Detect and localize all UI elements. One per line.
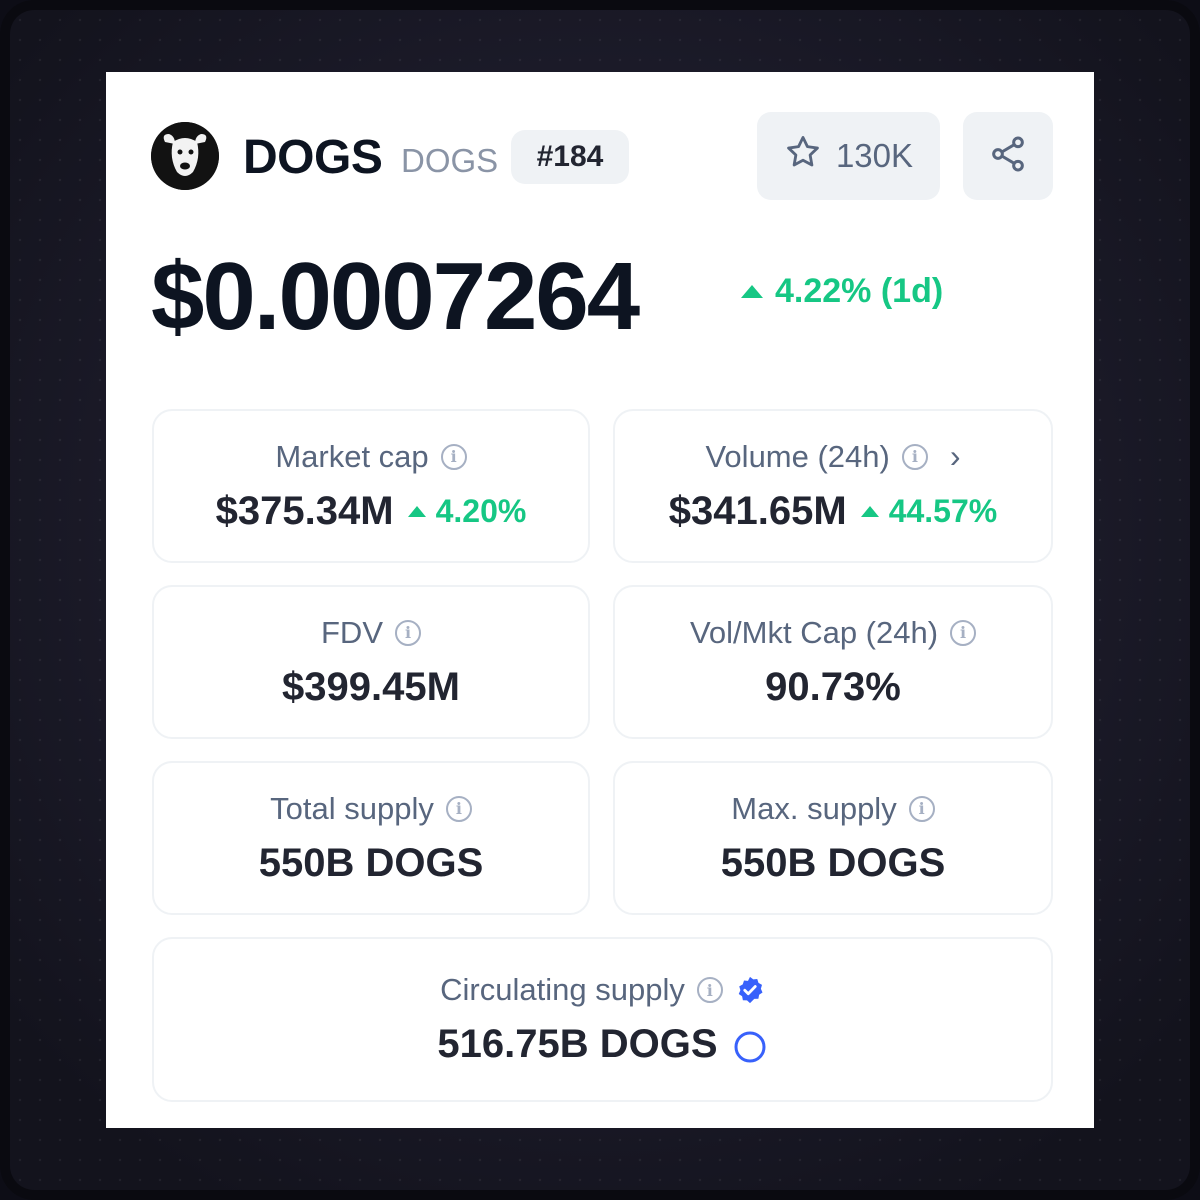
market-cap-label-row: Market cap i: [275, 438, 467, 475]
watchlist-button[interactable]: 130K: [757, 112, 940, 200]
fdv-label-row: FDV i: [321, 615, 421, 651]
vol-mkt-cap-stat: Vol/Mkt Cap (24h) i 90.73%: [613, 585, 1053, 739]
market-cap-value-row: $375.34M 4.20%: [216, 489, 527, 534]
volume-label-row: Volume (24h) i ›: [705, 438, 960, 475]
max-supply-value: 550B DOGS: [720, 840, 946, 885]
rank-badge: #184: [511, 130, 629, 184]
price-row: $0.0007264 4.22% (1d): [151, 242, 1051, 352]
volume-change: 44.57%: [860, 493, 998, 530]
volume-stat[interactable]: Volume (24h) i › $341.65M 44.57%: [613, 409, 1053, 563]
price-change-value: 4.22% (1d): [775, 272, 944, 310]
vol-mkt-cap-label: Vol/Mkt Cap (24h): [689, 614, 939, 650]
chevron-right-icon[interactable]: ›: [949, 438, 961, 474]
share-icon: [988, 134, 1028, 179]
up-arrow-icon: [407, 505, 426, 517]
market-cap-value: $375.34M: [215, 488, 394, 533]
market-cap-stat: Market cap i $375.34M 4.20%: [152, 409, 590, 563]
fdv-value: $399.45M: [282, 664, 460, 709]
market-cap-label: Market cap: [275, 438, 429, 474]
circulating-supply-stat: Circulating supply i 516.75B DOGS: [152, 937, 1053, 1102]
info-icon[interactable]: i: [950, 619, 977, 646]
fdv-label: FDV: [321, 614, 383, 650]
progress-ring-icon[interactable]: [732, 1027, 768, 1063]
volume-value: $341.65M: [668, 489, 847, 533]
info-icon[interactable]: i: [395, 619, 421, 646]
total-supply-label-row: Total supply i: [270, 791, 472, 827]
star-icon: [784, 133, 822, 179]
coin-name: DOGS: [243, 131, 383, 184]
fdv-stat: FDV i $399.45M: [152, 585, 590, 739]
circulating-supply-value-row: 516.75B DOGS: [437, 1022, 767, 1067]
info-icon[interactable]: i: [901, 443, 928, 470]
coin-price: $0.0007264: [151, 243, 640, 350]
info-icon[interactable]: i: [440, 443, 467, 470]
market-cap-change-value: 4.20%: [435, 492, 527, 529]
total-supply-stat: Total supply i 550B DOGS: [152, 761, 590, 915]
vol-mkt-cap-label-row: Vol/Mkt Cap (24h) i: [689, 614, 977, 651]
volume-label: Volume (24h): [705, 438, 890, 474]
circulating-supply-label-row: Circulating supply i: [440, 972, 765, 1008]
volume-change-value: 44.57%: [888, 493, 998, 529]
info-icon[interactable]: i: [908, 795, 935, 822]
share-button[interactable]: [963, 112, 1053, 200]
coin-header: DOGS DOGS #184 130K: [151, 112, 1053, 202]
coin-stats-card: DOGS DOGS #184 130K $0.0007264: [106, 72, 1094, 1128]
max-supply-label-row: Max. supply i: [731, 790, 935, 827]
market-cap-change: 4.20%: [407, 492, 527, 530]
volume-value-row: $341.65M 44.57%: [669, 489, 997, 534]
dog-logo-icon: [151, 122, 219, 190]
price-change: 4.22% (1d): [741, 272, 943, 311]
up-arrow-icon: [860, 506, 879, 517]
total-supply-value: 550B DOGS: [258, 840, 484, 885]
vol-mkt-cap-value: 90.73%: [765, 664, 901, 709]
circulating-supply-value: 516.75B DOGS: [437, 1022, 718, 1066]
max-supply-stat: Max. supply i 550B DOGS: [613, 761, 1053, 915]
max-supply-label: Max. supply: [731, 790, 897, 826]
info-icon[interactable]: i: [696, 977, 723, 1003]
circulating-supply-label: Circulating supply: [440, 972, 685, 1007]
verified-badge-icon[interactable]: [735, 975, 765, 1005]
total-supply-label: Total supply: [270, 790, 434, 826]
coin-symbol: DOGS: [401, 142, 499, 179]
up-arrow-icon: [741, 285, 763, 298]
watchlist-count: 130K: [835, 137, 914, 174]
info-icon[interactable]: i: [445, 795, 472, 822]
